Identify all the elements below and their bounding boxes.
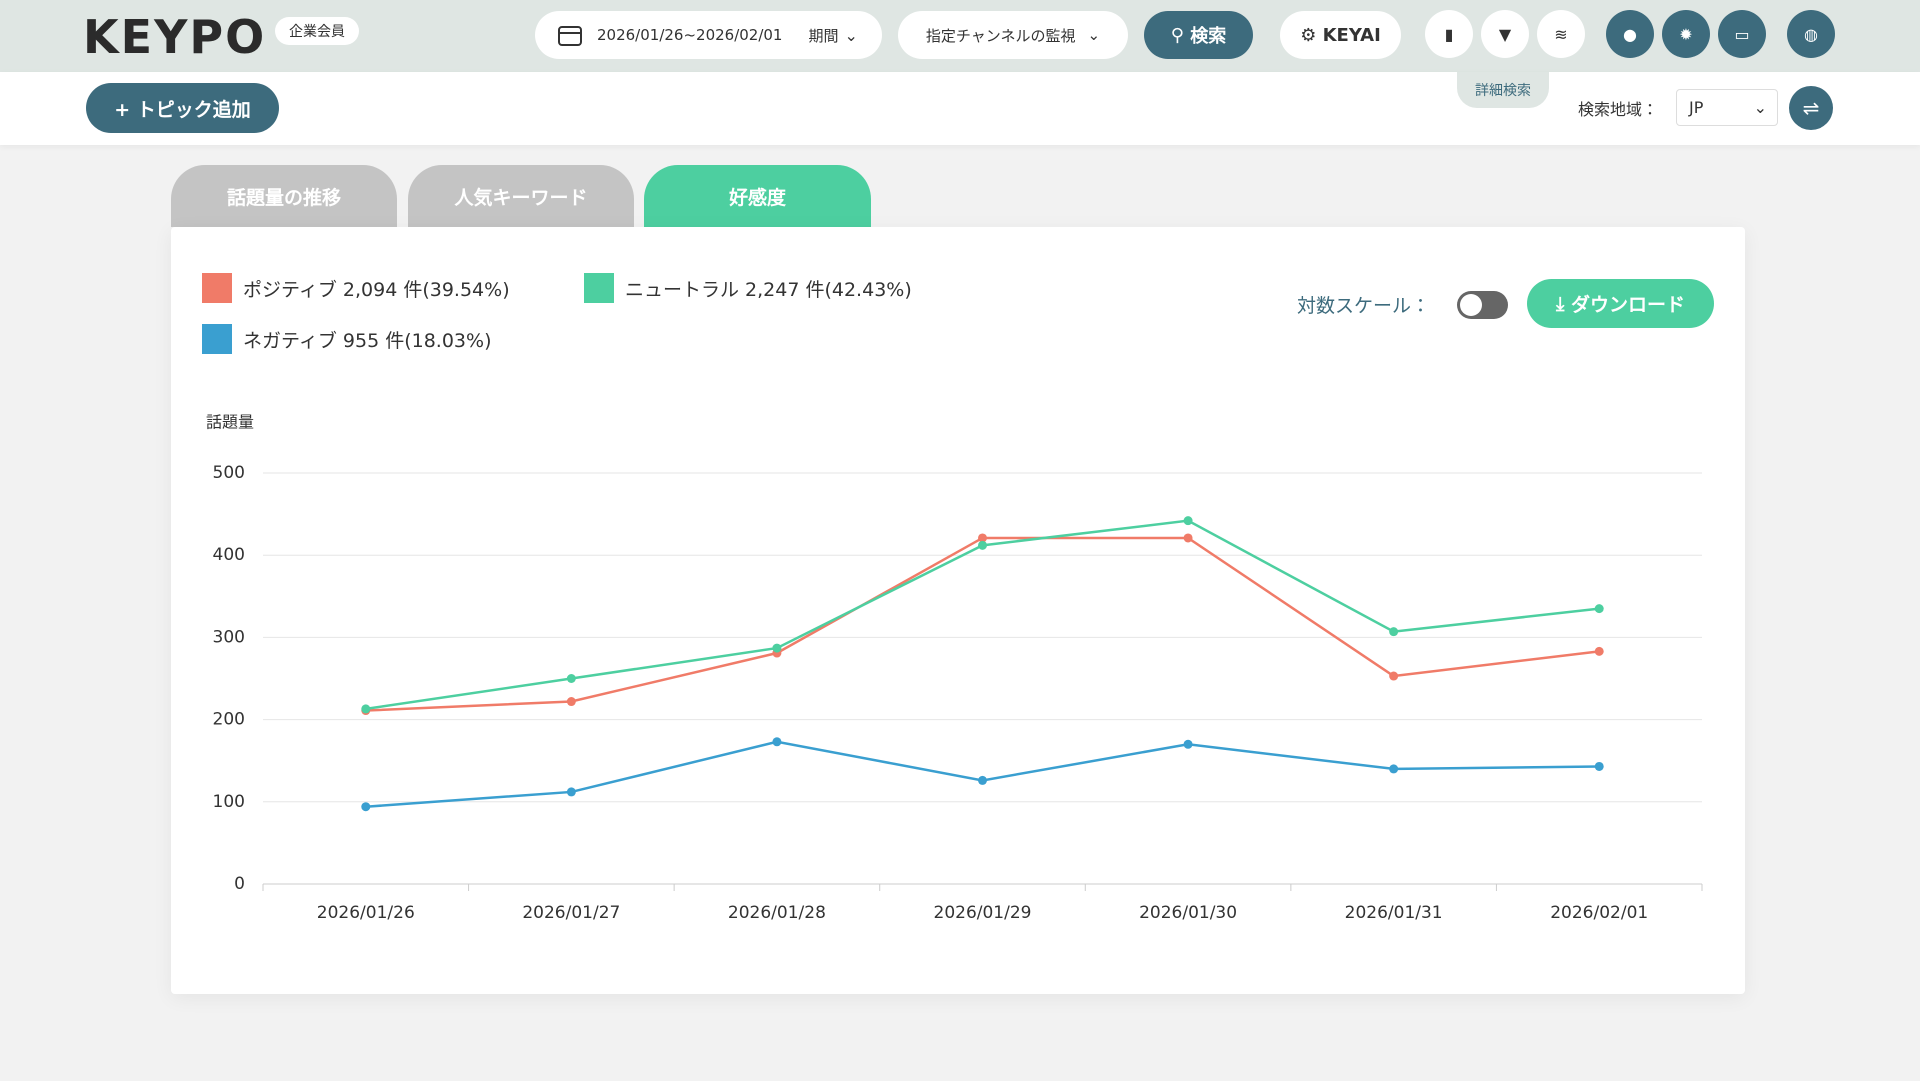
data-point: [566, 787, 576, 797]
data-point: [978, 775, 987, 785]
keyai-label: KEYAI: [1322, 24, 1381, 46]
search-label: 検索: [1190, 26, 1227, 47]
y-tick-label: 500: [213, 463, 245, 483]
y-tick-label: 400: [213, 545, 245, 565]
search-button[interactable]: ⚲ 検索: [1144, 11, 1253, 59]
data-point: [1389, 764, 1399, 774]
date-range: 2026/01/26~2026/02/01: [597, 26, 783, 44]
tab[interactable]: 人気キーワード: [408, 165, 634, 227]
badge: 企業会員: [275, 17, 359, 45]
legend-item[interactable]: ネガティブ 955 件(18.03%): [202, 324, 491, 354]
chevron: ⌄: [844, 25, 858, 45]
detail-search[interactable]: 詳細検索: [1457, 72, 1549, 108]
download-label: ダウンロード: [1571, 294, 1686, 316]
channel-select[interactable]: 指定チャンネルの監視 ⌄: [898, 11, 1128, 59]
keyai-icon: ⚙: [1300, 24, 1323, 46]
region-label: 検索地域：: [1578, 100, 1659, 119]
filter-button[interactable]: ▼: [1481, 10, 1529, 58]
data-point: [1389, 627, 1399, 637]
y-axis-label: 話題量: [206, 413, 254, 432]
download-icon: ⤓: [1555, 292, 1571, 315]
x-tick-label: 2026/01/26: [317, 903, 415, 923]
series-line: [365, 740, 1600, 808]
top-bar: KEYPO 企業会員 2026/01/26~2026/02/01 期間 ⌄ 指定…: [0, 0, 1920, 72]
swap-button[interactable]: ⇌: [1789, 86, 1833, 130]
calendar-icon: [558, 26, 582, 46]
data-point: [978, 533, 987, 543]
chevron: ⌄: [1087, 26, 1101, 44]
legend-item[interactable]: ポジティブ 2,094 件(39.54%): [202, 273, 510, 303]
window-button[interactable]: ▭: [1718, 10, 1766, 58]
y-tick-label: 200: [213, 710, 245, 730]
data-point: [772, 737, 782, 747]
add-topic-button[interactable]: + トピック追加: [86, 83, 279, 133]
series-line: [365, 536, 1600, 712]
legend-label: ニュートラル 2,247 件(42.43%): [625, 278, 912, 301]
data-point: [1594, 761, 1604, 771]
channel: 指定チャンネルの監視: [925, 26, 1076, 45]
data-point: [566, 674, 576, 683]
settings-button[interactable]: ✹: [1662, 10, 1710, 58]
period: 期間: [808, 26, 839, 45]
x-tick-label: 2026/01/27: [522, 903, 620, 923]
layers-button[interactable]: ≋: [1537, 10, 1585, 58]
chart: 話題量 0 100 200 300 400 500 2026/01/26 2026/01/27…: [206, 413, 1703, 923]
bookmark-button[interactable]: ▮: [1425, 10, 1473, 58]
legend-label: ポジティブ 2,094 件(39.54%): [243, 278, 510, 301]
chevron: ⌄: [1753, 98, 1767, 117]
x-tick-label: 2026/01/29: [934, 903, 1032, 923]
x-tick-label: 2026/02/01: [1550, 903, 1648, 923]
legend-item[interactable]: ニュートラル 2,247 件(42.43%): [584, 273, 912, 303]
data-point: [1183, 516, 1193, 526]
x-tick-label: 2026/01/28: [728, 903, 826, 923]
y-tick-label: 300: [213, 627, 245, 647]
data-point: [772, 643, 782, 653]
data-point: [1183, 739, 1193, 749]
toggle-knob: [1460, 294, 1482, 316]
tab[interactable]: 話題量の推移: [171, 165, 397, 227]
x-tick-label: 2026/01/30: [1139, 903, 1237, 923]
y-tick-label: 0: [234, 874, 245, 894]
date-picker[interactable]: 2026/01/26~2026/02/01 期間 ⌄: [535, 11, 882, 59]
region-select[interactable]: JP ⌄: [1676, 89, 1778, 126]
region-value: JP: [1689, 98, 1704, 117]
legend-swatch: [202, 273, 232, 303]
data-point: [566, 697, 576, 707]
data-point: [1594, 604, 1604, 614]
legend: ポジティブ 2,094 件(39.54%) ニュートラル 2,247 件(42.4…: [202, 273, 1002, 383]
y-tick-label: 100: [213, 792, 245, 812]
x-tick-label: 2026/01/31: [1345, 903, 1443, 923]
chart-card: ポジティブ 2,094 件(39.54%) ニュートラル 2,247 件(42.4…: [171, 227, 1745, 994]
data-point: [1183, 533, 1193, 543]
globe-button[interactable]: ◍: [1787, 10, 1835, 58]
user-button[interactable]: ●: [1606, 10, 1654, 58]
legend-swatch: [584, 273, 614, 303]
legend-label: ネガティブ 955 件(18.03%): [243, 329, 492, 352]
data-point: [361, 704, 371, 714]
tab-active[interactable]: 好感度: [644, 165, 871, 227]
sub-bar: + トピック追加 詳細検索 検索地域： JP ⌄ ⇌: [0, 72, 1920, 145]
keyai-button[interactable]: ⚙ KEYAI: [1280, 11, 1401, 59]
data-point: [978, 540, 987, 550]
data-point: [1389, 671, 1399, 681]
logo[interactable]: KEYPO: [83, 10, 267, 64]
log-scale-toggle[interactable]: [1457, 291, 1508, 319]
legend-swatch: [202, 324, 232, 354]
download-button[interactable]: ⤓ ダウンロード: [1527, 279, 1714, 328]
data-point: [1594, 646, 1604, 656]
log-scale-label: 対数スケール：: [1297, 295, 1431, 317]
search-icon: ⚲: [1170, 24, 1191, 46]
data-point: [361, 802, 371, 812]
